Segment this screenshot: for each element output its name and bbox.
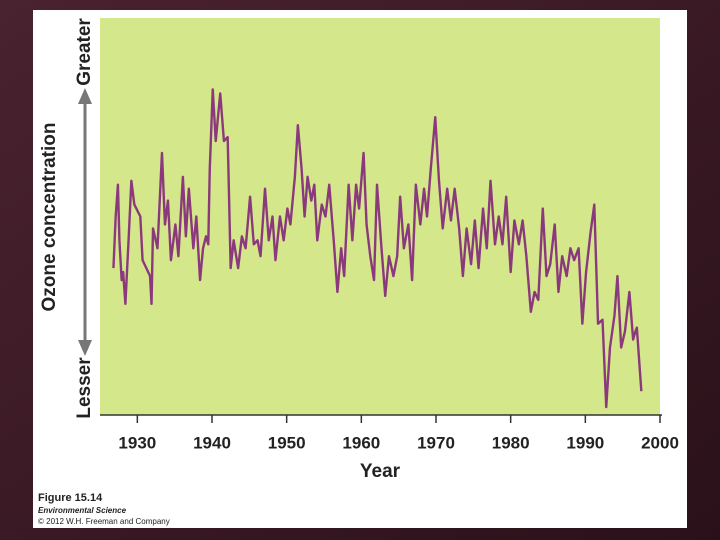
x-tick-label: 2000 bbox=[641, 433, 679, 452]
caption-credit: © 2012 W.H. Freeman and Company bbox=[38, 517, 170, 526]
y-low-label: Lesser bbox=[74, 357, 95, 419]
x-tick-label: 1990 bbox=[566, 433, 604, 452]
x-tick-label: 1930 bbox=[118, 433, 156, 452]
x-tick-label: 1980 bbox=[492, 433, 530, 452]
y-axis-label: Ozone concentration bbox=[39, 123, 60, 312]
caption-book: Environmental Science bbox=[38, 506, 127, 515]
caption-title: Figure 15.14 bbox=[38, 492, 103, 504]
x-tick-label: 1960 bbox=[342, 433, 380, 452]
x-tick-label: 1970 bbox=[417, 433, 455, 452]
y-arrow-up bbox=[78, 88, 92, 104]
x-tick-label: 1940 bbox=[193, 433, 231, 452]
x-axis-label: Year bbox=[360, 461, 401, 482]
x-tick-label: 1950 bbox=[268, 433, 306, 452]
ozone-line bbox=[112, 88, 643, 409]
y-arrow-down bbox=[78, 340, 92, 356]
y-high-label: Greater bbox=[74, 18, 95, 86]
